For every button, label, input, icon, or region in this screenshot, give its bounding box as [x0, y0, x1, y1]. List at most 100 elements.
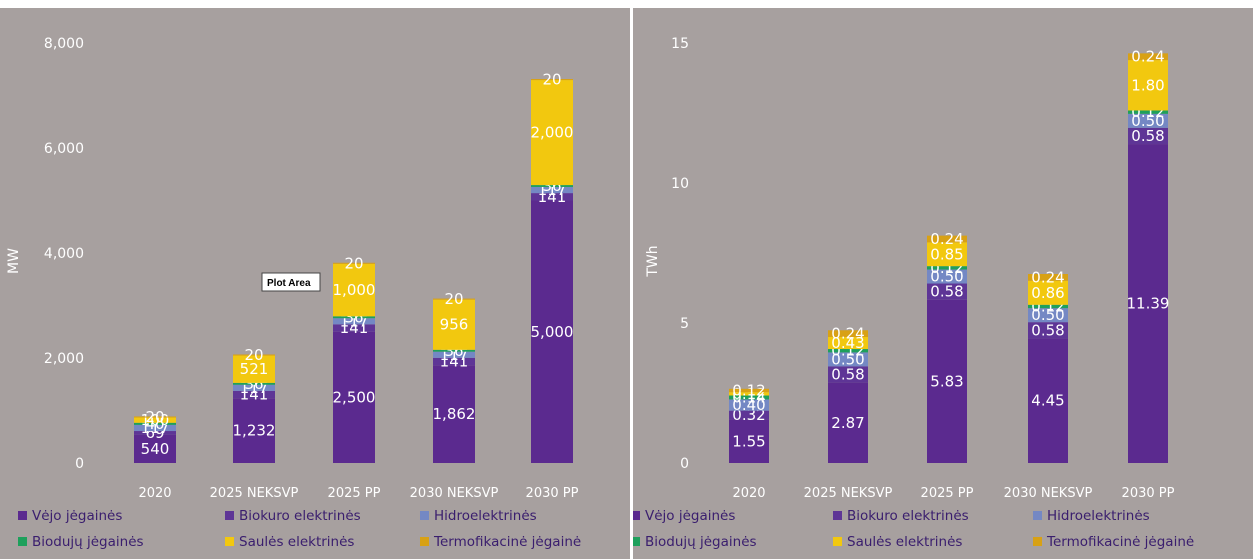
- data-label: 0.85: [930, 245, 963, 263]
- legend-label-saule: Saulės elektrinės: [239, 534, 354, 550]
- x-tick-label: 2030 PP: [1122, 486, 1175, 501]
- legend-label-vejo: Vėjo jėgainės: [645, 508, 735, 524]
- bar-segment-saule: [1128, 60, 1168, 111]
- data-label: 0.24: [1031, 268, 1064, 286]
- legend-swatch-vejo: [633, 511, 640, 520]
- bar-segment-biokuro: [433, 357, 475, 366]
- bar-segment-vejo: [333, 331, 375, 463]
- data-label: 20: [344, 254, 363, 272]
- legend-label-saule: Saulės elektrinės: [847, 534, 962, 550]
- legend-label-vejo: Vėjo jėgainės: [32, 508, 122, 524]
- bar-segment-biodujos: [531, 185, 573, 187]
- data-label: 0.50: [930, 268, 963, 286]
- y-tick-label: 15: [671, 36, 689, 52]
- y-tick-label: 2,000: [44, 351, 84, 367]
- x-tick-label: 2025 PP: [921, 486, 974, 501]
- legend-swatch-termo: [1033, 537, 1042, 546]
- bar-segment-saule: [729, 392, 769, 396]
- bar-segment-vejo: [927, 299, 967, 463]
- data-label: 540: [141, 440, 170, 458]
- data-label: 0.40: [732, 396, 765, 414]
- x-tick-label: 2030 NEKSVP: [410, 486, 499, 501]
- bar-segment-termo: [1028, 274, 1068, 281]
- x-tick-label: 2025 NEKSVP: [804, 486, 893, 501]
- svg-text:Plot Area: Plot Area: [267, 278, 311, 289]
- bar-segment-vejo: [729, 419, 769, 463]
- chart-mw: 02,0004,0006,0008,000MW54069117401002020…: [6, 36, 581, 550]
- data-label: 0.24: [831, 325, 864, 343]
- data-label: 2.87: [831, 414, 864, 432]
- y-tick-label: 4,000: [44, 246, 84, 262]
- data-label: 5,000: [531, 323, 574, 341]
- bar-segment-saule: [134, 417, 176, 423]
- data-label: 0.43: [831, 334, 864, 352]
- bar-segment-saule: [828, 337, 868, 350]
- data-label: 1.55: [732, 432, 765, 450]
- bar-segment-saule: [233, 355, 275, 383]
- legend-label-hidro: Hidroelektrinės: [1047, 508, 1150, 524]
- legend-label-biodujos: Biodujų jėgainės: [645, 534, 757, 550]
- bar-segment-termo: [1128, 53, 1168, 61]
- chart-twh: 051015TWh1.550.320.400.140.120.1220202.8…: [633, 36, 1194, 550]
- x-tick-label: 2030 NEKSVP: [1004, 486, 1093, 501]
- data-label: 4.45: [1031, 392, 1064, 410]
- legend-label-biodujos: Biodujų jėgainės: [32, 534, 144, 550]
- bar-segment-biodujos: [828, 349, 868, 353]
- y-tick-label: 10: [671, 176, 689, 192]
- bar-segment-hidro: [1128, 113, 1168, 128]
- data-label: 0.86: [1031, 284, 1064, 302]
- bar-segment-vejo: [828, 382, 868, 463]
- chart-panel-twh: 0 5 10 15 TWh 1.55 0.32 0.40 0.14 0.12 0.12 2020 2.8…: [633, 8, 1253, 559]
- data-label: 100: [141, 411, 170, 429]
- y-axis-label: TWh: [645, 245, 661, 277]
- bar-segment-hidro: [134, 424, 176, 432]
- bar-segment-hidro: [233, 384, 275, 391]
- bar-segment-biodujos: [433, 349, 475, 352]
- legend-label-biokuro: Biokuro elektrinės: [239, 508, 361, 524]
- bar-segment-biokuro: [134, 431, 176, 435]
- legend-label-termo: Termofikacinė jėgainė: [1046, 534, 1194, 550]
- bar-segment-biokuro: [828, 366, 868, 383]
- data-label: 0.58: [831, 366, 864, 384]
- bar-segment-biodujos: [134, 422, 176, 425]
- y-tick-label: 6,000: [44, 141, 84, 157]
- data-label: 0.50: [1131, 112, 1164, 130]
- bar-segment-saule: [333, 263, 375, 317]
- bar-segment-termo: [531, 79, 573, 81]
- bar-segment-hidro: [828, 352, 868, 367]
- data-label: 11.39: [1127, 295, 1170, 313]
- data-label: 2,000: [531, 124, 574, 142]
- bar-segment-termo: [233, 354, 275, 356]
- data-label: 0.50: [1031, 306, 1064, 324]
- bar-segment-termo: [333, 262, 375, 264]
- data-label: 1,232: [233, 422, 276, 440]
- bar-segment-biodujos: [233, 382, 275, 385]
- bar-segment-biokuro: [233, 390, 275, 399]
- bar-segment-biodujos: [333, 316, 375, 319]
- data-label: 2,500: [333, 388, 376, 406]
- bar-segment-hidro: [433, 351, 475, 358]
- data-label: 1,862: [433, 405, 476, 423]
- data-label: 0.58: [930, 283, 963, 301]
- bar-segment-vejo: [134, 434, 176, 463]
- bar-segment-biokuro: [531, 193, 573, 201]
- bar-segment-vejo: [531, 200, 573, 463]
- legend-swatch-biodujos: [633, 537, 640, 546]
- data-label: 20: [244, 346, 263, 364]
- bar-segment-termo: [729, 388, 769, 393]
- y-tick-label: 8,000: [44, 36, 84, 52]
- bar-segment-biokuro: [1028, 322, 1068, 339]
- bar-segment-saule: [433, 299, 475, 350]
- bar-segment-biokuro: [927, 283, 967, 300]
- legend-swatch-termo: [420, 537, 429, 546]
- legend-swatch-vejo: [18, 511, 27, 520]
- bar-segment-saule: [1028, 280, 1068, 305]
- y-tick-label: 5: [680, 316, 689, 332]
- bar-segment-saule: [531, 80, 573, 186]
- x-tick-label: 2020: [732, 486, 765, 501]
- data-label: 20: [145, 408, 164, 426]
- y-axis-label: MW: [6, 248, 22, 274]
- legend-swatch-biodujos: [18, 537, 27, 546]
- data-label: 0.58: [1031, 321, 1064, 339]
- x-tick-label: 2025 NEKSVP: [210, 486, 299, 501]
